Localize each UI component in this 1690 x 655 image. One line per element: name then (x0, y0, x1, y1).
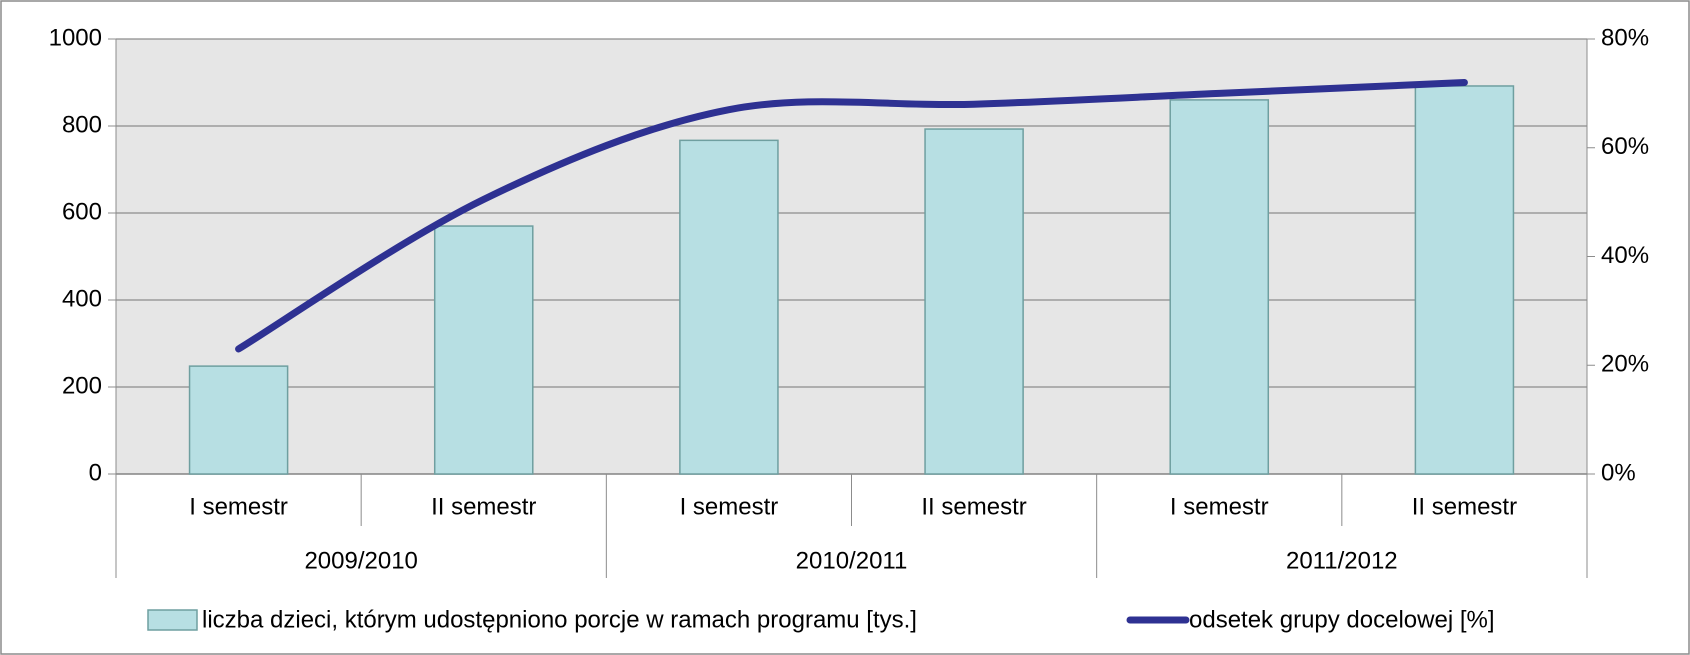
y-tick-label: 600 (62, 198, 102, 225)
x-tick-label: I semestr (189, 493, 288, 520)
y2-tick-label: 20% (1601, 351, 1649, 378)
y-tick-label: 800 (62, 111, 102, 138)
x-tick-label: II semestr (1412, 493, 1517, 520)
legend-swatch (147, 609, 198, 631)
bar (433, 225, 534, 475)
x-group-label: 2009/2010 (304, 547, 417, 574)
y-tick-label: 200 (62, 372, 102, 399)
bar (924, 128, 1024, 475)
plot-area (116, 39, 1587, 474)
x-group-label: 2011/2012 (1286, 547, 1398, 574)
x-tick-label: II semestr (431, 493, 536, 520)
legend-label: liczba dzieci, którym udostępniono porcj… (202, 606, 917, 633)
y-tick-label: 400 (62, 285, 102, 312)
y2-tick-label: 80% (1601, 24, 1649, 51)
y2-tick-label: 60% (1601, 133, 1649, 160)
x-tick-label: II semestr (921, 493, 1026, 520)
legend-label: odsetek grupy docelowej [%] (1189, 606, 1495, 633)
x-tick-label: I semestr (1170, 493, 1269, 520)
y-tick-label: 1000 (49, 24, 102, 51)
y2-tick-label: 40% (1601, 242, 1649, 269)
bar (188, 365, 289, 475)
bar (1414, 85, 1515, 475)
y2-tick-label: 0% (1601, 459, 1636, 486)
bar (679, 139, 779, 475)
y-tick-label: 0 (89, 459, 102, 486)
x-tick-label: I semestr (680, 493, 779, 520)
line (235, 79, 1468, 353)
bar (1169, 99, 1270, 475)
x-group-label: 2010/2011 (796, 547, 908, 574)
